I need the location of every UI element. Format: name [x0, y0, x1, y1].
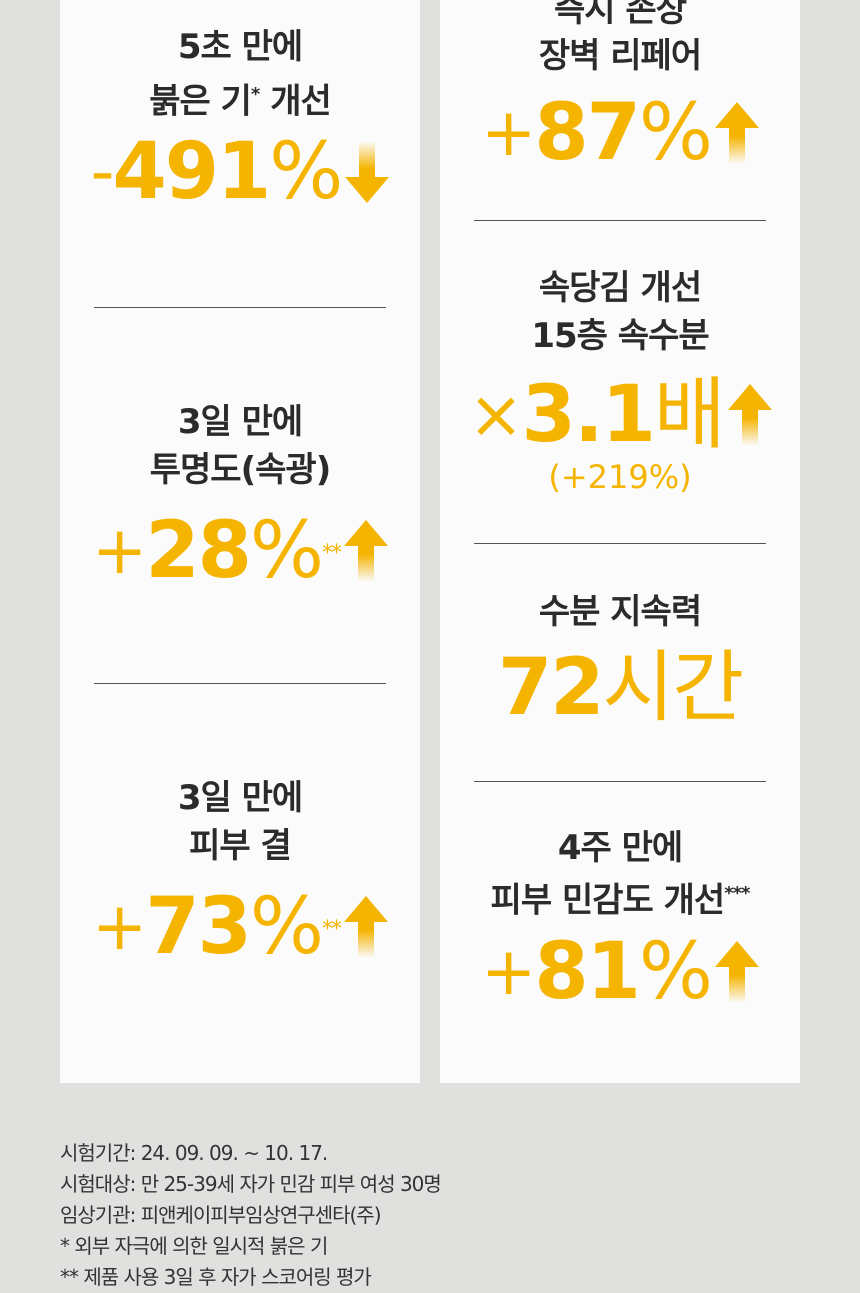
- stat-subvalue: (+219%): [548, 458, 692, 496]
- stat-title: 3일 만에: [177, 778, 303, 818]
- stat-title: 피부 결: [189, 826, 292, 866]
- right-card: 즉시 손상 장벽 리페어 +87% 속당김 개선 15층 속수분 × 3.1 배 (…: [440, 0, 800, 1083]
- stat-value: +81%: [440, 927, 800, 1017]
- stat-title: 3일 만에: [177, 402, 303, 442]
- stat-value: +28% **: [60, 503, 420, 599]
- divider: [94, 683, 386, 684]
- stat-title: 4주 만에: [557, 828, 683, 868]
- footnotes: 시험기간: 24. 09. 09. ~ 10. 17. 시험대상: 만 25-3…: [60, 1138, 442, 1293]
- footnote: * 외부 자극에 의한 일시적 붉은 기: [60, 1234, 328, 1258]
- stat-title: 5초 만에: [177, 27, 303, 67]
- arrow-down-icon: [345, 141, 390, 203]
- divider: [474, 220, 766, 221]
- stat-value: -491%: [60, 127, 420, 217]
- divider: [474, 543, 766, 544]
- arrow-up-icon: [727, 384, 772, 446]
- left-card: 5초 만에 붉은 기* 개선 -491% 3일 만에 투명도(속광) +28% *…: [60, 0, 420, 1083]
- footnote: ** 제품 사용 3일 후 자가 스코어링 평가: [60, 1265, 372, 1289]
- stat-title: 15층 속수분: [531, 316, 709, 356]
- divider: [474, 781, 766, 782]
- arrow-up-icon: [714, 102, 759, 164]
- stat-title: 피부 민감도 개선***: [490, 880, 751, 921]
- stat-title: 속당김 개선: [538, 268, 702, 308]
- arrow-up-icon: [343, 896, 388, 958]
- footnote: 임상기관: 피앤케이피부임상연구센타(주): [60, 1203, 382, 1227]
- footnote: 시험대상: 만 25-39세 자가 민감 피부 여성 30명: [60, 1172, 442, 1196]
- stat-title: 장벽 리페어: [538, 36, 702, 76]
- footnote: 시험기간: 24. 09. 09. ~ 10. 17.: [60, 1141, 328, 1165]
- arrow-up-icon: [343, 520, 388, 582]
- arrow-up-icon: [714, 941, 759, 1003]
- stat-value: +73% **: [60, 879, 420, 975]
- stat-value: +87%: [440, 88, 800, 178]
- stat-value: × 3.1 배: [440, 370, 800, 460]
- divider: [94, 307, 386, 308]
- stat-title: 투명도(속광): [149, 450, 331, 490]
- stat-title: 즉시 손상: [554, 0, 687, 30]
- stat-title: 수분 지속력: [538, 592, 702, 632]
- stat-title: 붉은 기* 개선: [149, 81, 332, 122]
- stat-value: 72 시간: [497, 643, 744, 733]
